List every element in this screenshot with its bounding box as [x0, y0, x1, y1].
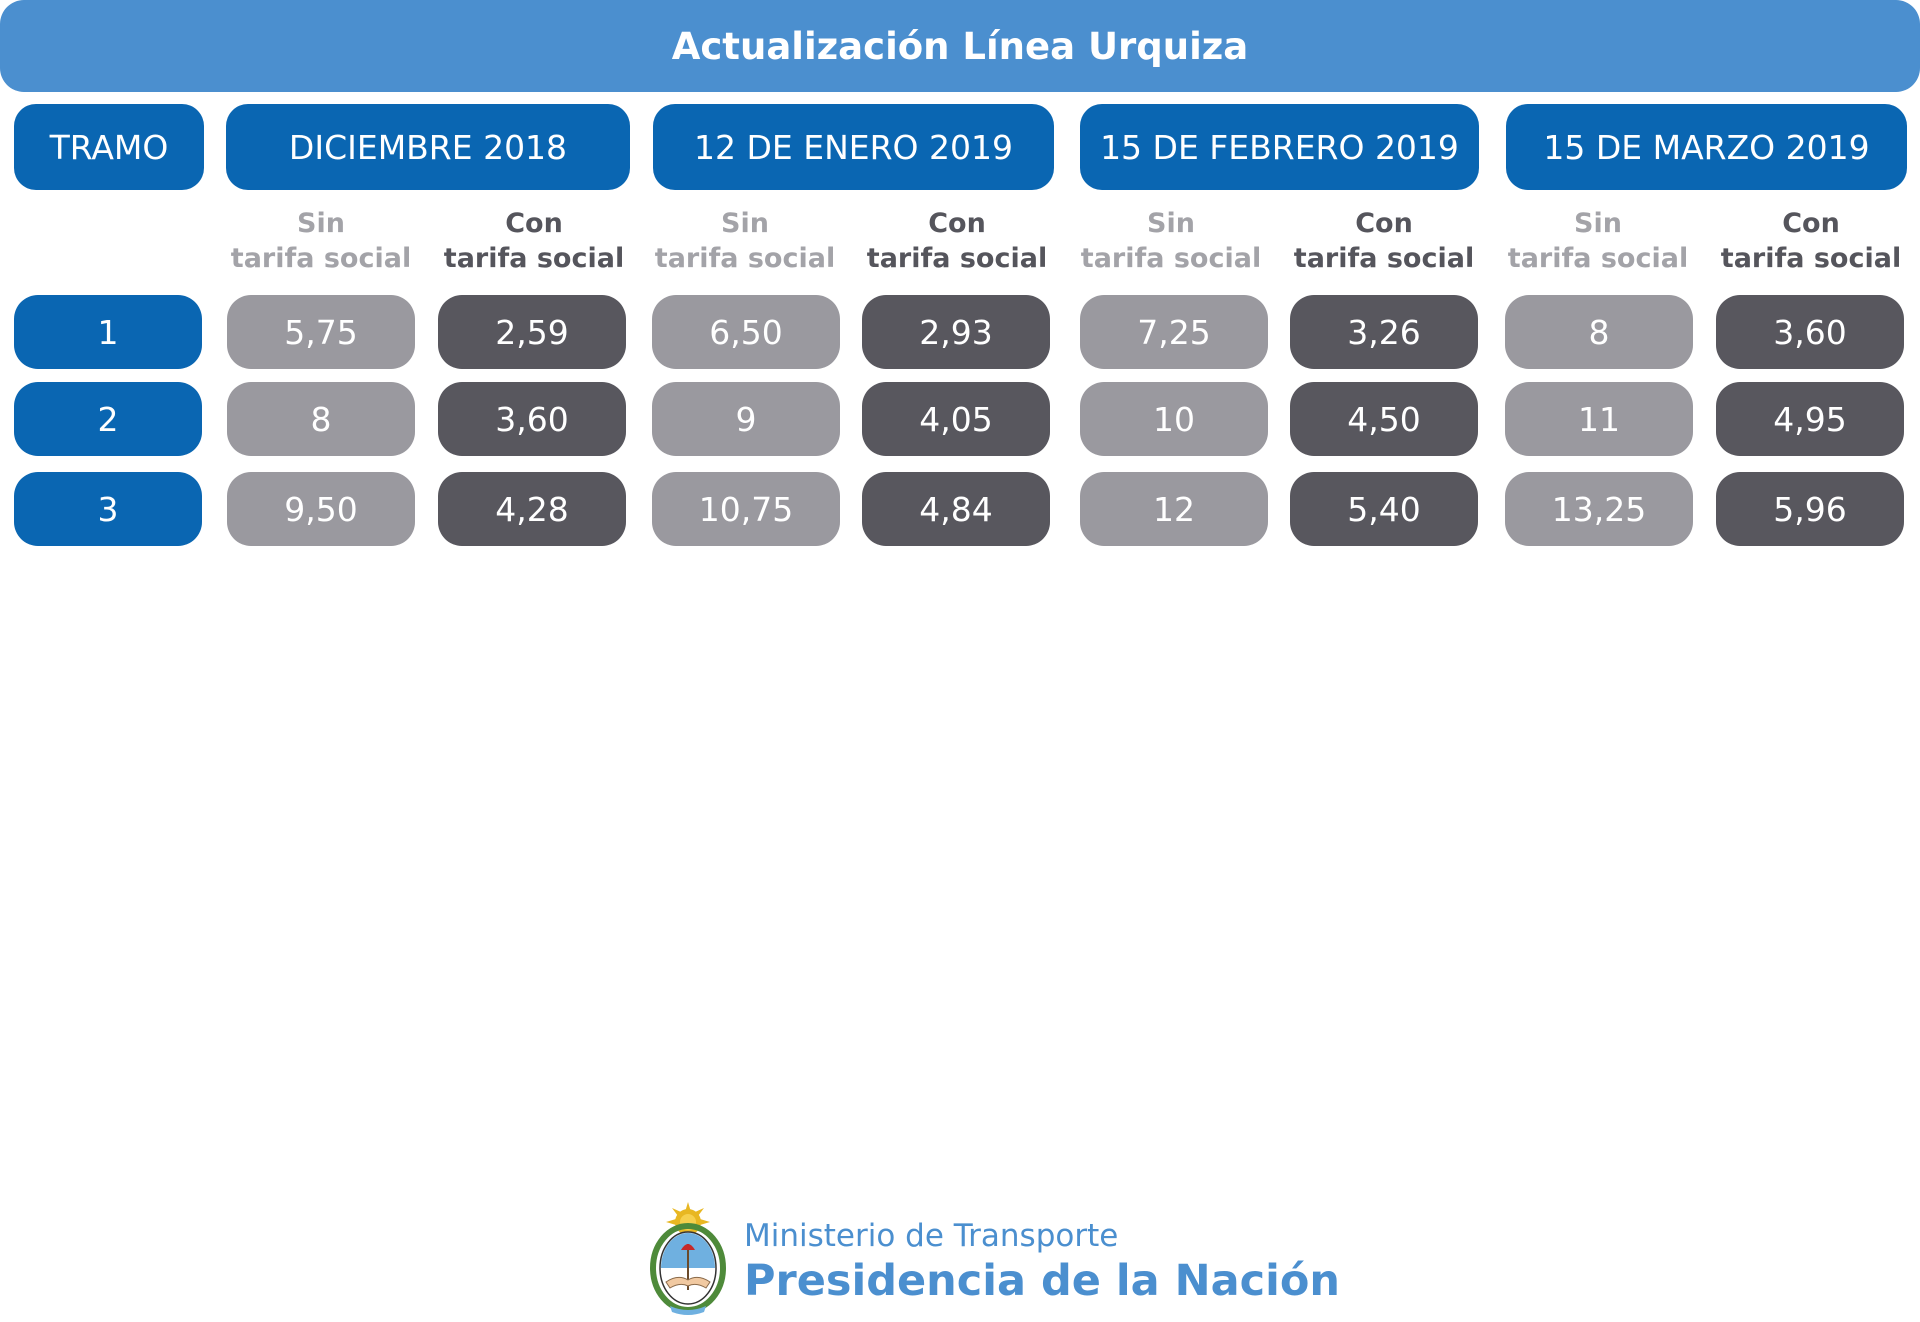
- page-title: Actualización Línea Urquiza: [0, 0, 1920, 92]
- value-cell-sin: 8: [227, 382, 415, 456]
- value-cell-con: 3,60: [1716, 295, 1904, 369]
- value-cell-con: 2,93: [862, 295, 1050, 369]
- value-cell-sin: 7,25: [1080, 295, 1268, 369]
- tramo-cell: 2: [14, 382, 202, 456]
- tramo-cell: 1: [14, 295, 202, 369]
- sublabel-con-tarifa-social: Con tarifa social: [1290, 206, 1478, 286]
- value-cell-sin: 10,75: [652, 472, 840, 546]
- value-cell-con: 3,60: [438, 382, 626, 456]
- value-cell-sin: 9,50: [227, 472, 415, 546]
- header-tramo: TRAMO: [14, 104, 204, 190]
- value-cell-sin: 8: [1505, 295, 1693, 369]
- sublabel-line2: tarifa social: [1293, 243, 1475, 274]
- escudo-nacional-icon: [648, 1202, 728, 1318]
- value-cell-sin: 12: [1080, 472, 1268, 546]
- sublabel-line2: tarifa social: [230, 243, 412, 274]
- value-cell-sin: 13,25: [1505, 472, 1693, 546]
- header-period-enero-2019: 12 DE ENERO 2019: [653, 104, 1054, 190]
- sublabel-sin-line1: Sin: [1574, 208, 1622, 239]
- sublabel-sin-tarifa-social: Sin tarifa social: [1077, 206, 1265, 286]
- value-cell-con: 4,95: [1716, 382, 1904, 456]
- sublabel-line2: tarifa social: [654, 243, 836, 274]
- footer-presidencia: Presidencia de la Nación: [744, 1256, 1341, 1306]
- value-cell-con: 3,26: [1290, 295, 1478, 369]
- value-cell-con: 5,40: [1290, 472, 1478, 546]
- sublabel-con-line1: Con: [928, 208, 986, 239]
- sublabel-sin-line1: Sin: [1147, 208, 1195, 239]
- sublabel-line2: tarifa social: [866, 243, 1048, 274]
- sublabel-line2: tarifa social: [1720, 243, 1902, 274]
- value-cell-con: 5,96: [1716, 472, 1904, 546]
- sublabel-con-line1: Con: [1355, 208, 1413, 239]
- value-cell-sin: 9: [652, 382, 840, 456]
- value-cell-sin: 10: [1080, 382, 1268, 456]
- header-period-marzo-2019: 15 DE MARZO 2019: [1506, 104, 1907, 190]
- sublabel-line2: tarifa social: [443, 243, 625, 274]
- value-cell-sin: 5,75: [227, 295, 415, 369]
- sublabel-con-tarifa-social: Con tarifa social: [863, 206, 1051, 286]
- sublabel-sin-tarifa-social: Sin tarifa social: [227, 206, 415, 286]
- sublabel-sin-line1: Sin: [297, 208, 345, 239]
- header-period-diciembre-2018: DICIEMBRE 2018: [226, 104, 630, 190]
- value-cell-con: 4,84: [862, 472, 1050, 546]
- value-cell-con: 2,59: [438, 295, 626, 369]
- sublabel-sin-tarifa-social: Sin tarifa social: [1504, 206, 1692, 286]
- value-cell-sin: 6,50: [652, 295, 840, 369]
- value-cell-con: 4,50: [1290, 382, 1478, 456]
- sublabel-sin-tarifa-social: Sin tarifa social: [651, 206, 839, 286]
- sublabel-line2: tarifa social: [1507, 243, 1689, 274]
- tramo-cell: 3: [14, 472, 202, 546]
- footer-ministerio: Ministerio de Transporte: [744, 1218, 1119, 1254]
- header-period-febrero-2019: 15 DE FEBRERO 2019: [1080, 104, 1479, 190]
- sublabel-con-line1: Con: [505, 208, 563, 239]
- sublabel-con-tarifa-social: Con tarifa social: [440, 206, 628, 286]
- sublabel-con-tarifa-social: Con tarifa social: [1717, 206, 1905, 286]
- sublabel-sin-line1: Sin: [721, 208, 769, 239]
- value-cell-con: 4,05: [862, 382, 1050, 456]
- sublabel-con-line1: Con: [1782, 208, 1840, 239]
- value-cell-con: 4,28: [438, 472, 626, 546]
- sublabel-line2: tarifa social: [1080, 243, 1262, 274]
- value-cell-sin: 11: [1505, 382, 1693, 456]
